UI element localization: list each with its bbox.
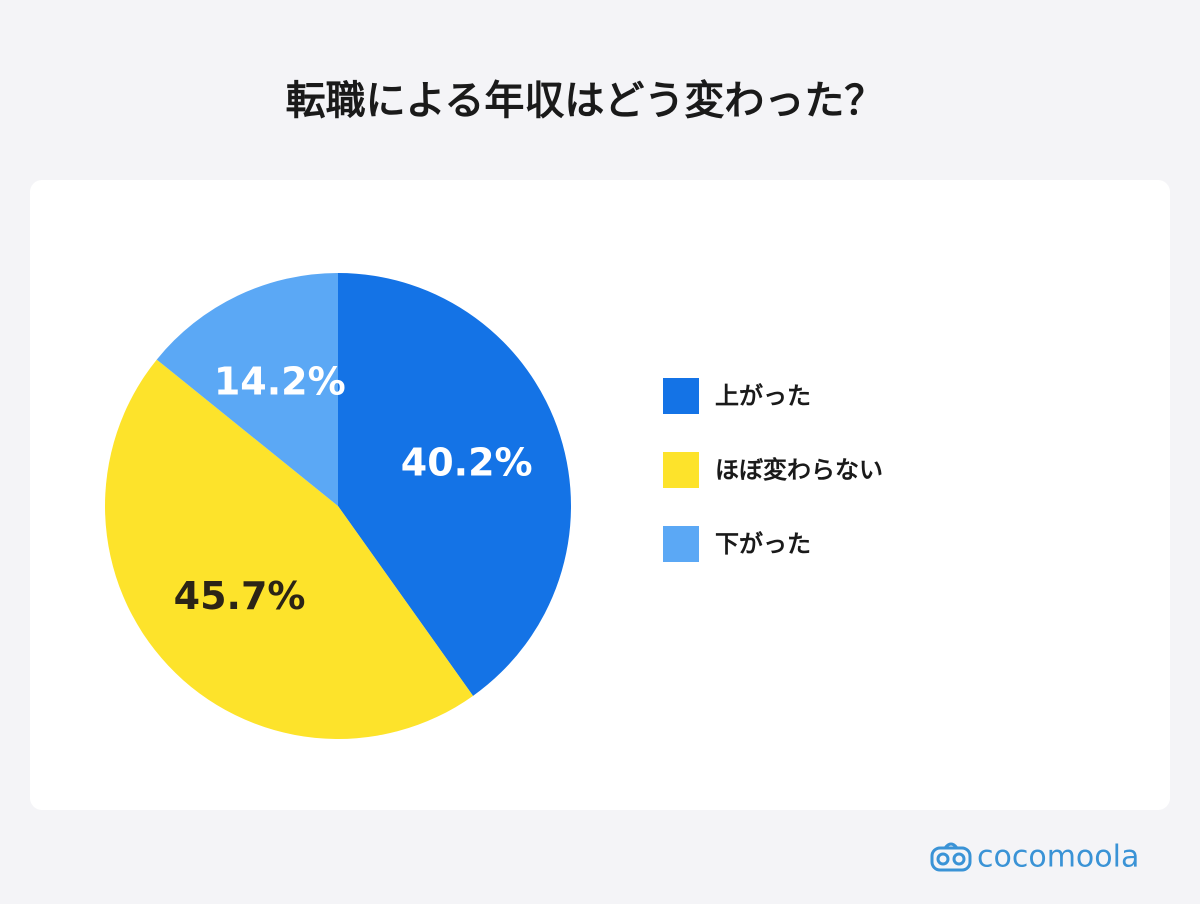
slice-label: 45.7%	[174, 574, 306, 618]
pie-slice	[156, 273, 338, 506]
legend-label: ほぼ変わらない	[715, 456, 883, 484]
legend-swatch	[663, 526, 699, 562]
legend-label: 上がった	[715, 382, 811, 410]
slice-label: 40.2%	[401, 440, 533, 484]
pie-slice	[105, 359, 474, 739]
slice-label: 14.2%	[214, 360, 346, 404]
chart-title: 転職による年収はどう変わった？	[286, 78, 885, 124]
pie-slice	[338, 273, 571, 696]
legend-label: 下がった	[715, 530, 811, 558]
brand-name: cocomoola	[977, 840, 1139, 875]
legend-swatch	[663, 378, 699, 414]
brand-logo	[930, 842, 972, 872]
legend-swatch	[663, 452, 699, 488]
